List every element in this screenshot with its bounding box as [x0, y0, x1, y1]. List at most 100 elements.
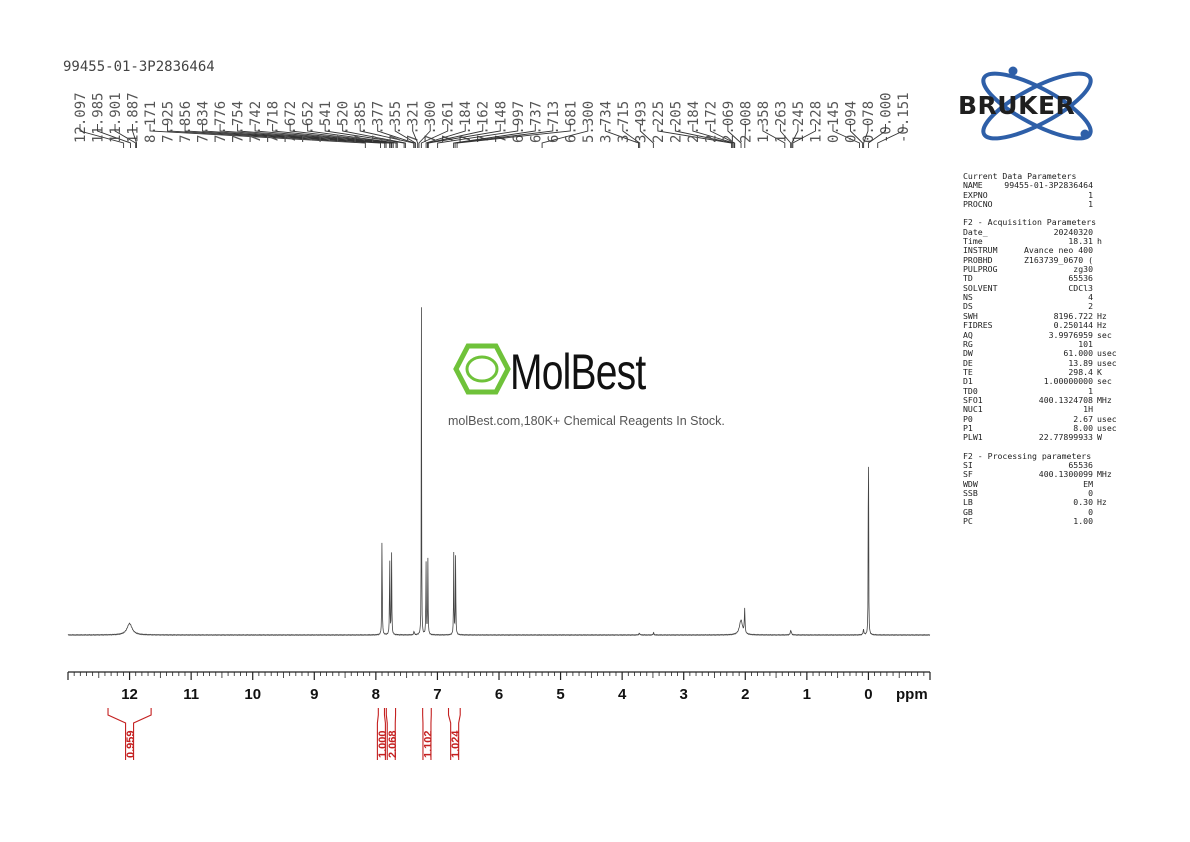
- sample-title: 99455-01-3P2836464: [63, 59, 215, 75]
- param-value: 298.4: [1068, 366, 1093, 377]
- integral-value: 2.068: [387, 730, 399, 758]
- param-value: 65536: [1068, 459, 1093, 470]
- param-row: Time 18.31 h: [963, 236, 1123, 247]
- param-key: PC: [963, 516, 973, 527]
- x-tick-label: 9: [310, 686, 318, 703]
- x-tick-label: 1: [803, 686, 811, 703]
- param-value: 1H: [1083, 404, 1093, 415]
- peak-label-leader: [727, 124, 742, 148]
- integral-bracket: [107, 708, 152, 760]
- param-key: INSTRUM: [963, 245, 998, 256]
- peak-label: 3.493: [633, 101, 649, 143]
- param-key: P0: [963, 413, 973, 424]
- peak-label-leader: [744, 124, 746, 148]
- integral-value: 1.102: [422, 730, 434, 758]
- logo-orbit-icon: [981, 71, 1093, 141]
- param-row: SI 65536: [963, 459, 1123, 470]
- param-row: RG 101: [963, 339, 1123, 349]
- param-key: P1: [963, 422, 973, 433]
- param-row: TD0 1: [963, 386, 1123, 396]
- params-header: F2 - Processing parameters: [963, 450, 1092, 461]
- peak-label: 7.834: [196, 101, 212, 143]
- x-tick-label: 2: [741, 686, 749, 703]
- param-value: 1.00: [1073, 516, 1093, 527]
- param-unit: K: [1097, 366, 1102, 377]
- peak-label: 7.184: [458, 101, 474, 143]
- x-tick-label: 11: [183, 686, 199, 703]
- peak-label-leader: [674, 124, 734, 148]
- param-key: FIDRES: [963, 320, 993, 331]
- peak-label: 11.901: [108, 92, 124, 143]
- peak-label-leader: [289, 124, 397, 148]
- peak-label-leader: [272, 124, 394, 148]
- integral-bracket: [385, 708, 397, 760]
- peak-label: 7.718: [266, 101, 282, 143]
- peak-label-leader: [167, 124, 381, 148]
- param-row: FIDRES 0.250144 Hz: [963, 320, 1123, 331]
- peak-label-leader: [850, 124, 864, 148]
- peak-label: 7.261: [441, 101, 457, 143]
- param-value: Avance neo 400: [1023, 245, 1093, 256]
- logo-dot-icon: [1008, 66, 1018, 76]
- param-value: CDCl3: [1068, 282, 1093, 293]
- peak-label-leader: [79, 124, 125, 148]
- peak-label: 2.205: [668, 101, 684, 143]
- peak-label-leader: [832, 124, 860, 148]
- x-tick-label: 5: [556, 686, 564, 703]
- x-axis-label: ppm: [896, 686, 928, 703]
- peak-label: 8.171: [143, 101, 159, 143]
- param-value: zg30: [1073, 264, 1093, 275]
- params-header: Current Data Parameters: [963, 171, 1077, 181]
- param-key: Time: [963, 236, 983, 247]
- param-row: PROBHD Z163739_0670 (: [963, 254, 1123, 265]
- peak-label: 7.856: [178, 101, 194, 143]
- peak-label: 7.776: [213, 101, 229, 143]
- peak-label: 1.245: [791, 101, 807, 143]
- molbest-hexagon-icon: [453, 343, 511, 395]
- param-key: WDW: [963, 478, 978, 489]
- param-key: PROBHD: [963, 254, 993, 265]
- param-key: SI: [963, 459, 973, 470]
- param-key: NS: [963, 292, 973, 303]
- param-value: 0: [1088, 506, 1093, 517]
- param-key: DS: [963, 301, 973, 312]
- param-row: PC 1.00: [963, 516, 1123, 527]
- param-value: 0.30: [1073, 497, 1093, 508]
- peak-label: 7.925: [161, 101, 177, 143]
- peak-label: 2.008: [738, 101, 754, 143]
- param-key: EXPNO: [963, 189, 988, 200]
- peak-label-leader: [762, 124, 786, 148]
- param-value: 20240320: [1053, 226, 1093, 237]
- params-group-acquisition: Date_ 20240320 Time 18.31 h INSTRUM Avance neo…: [963, 226, 1123, 443]
- peak-label: 7.300: [423, 101, 439, 143]
- integral-bracket: [376, 708, 386, 760]
- peak-label: 5.300: [581, 101, 597, 143]
- peak-label-leader: [184, 124, 386, 148]
- logo-dot-icon: [1080, 129, 1090, 139]
- watermark-name: MolBest: [510, 344, 646, 400]
- param-unit: usec: [1097, 413, 1117, 424]
- peak-label-leader: [454, 124, 554, 148]
- peak-label-leader: [359, 124, 415, 148]
- peak-label-leader: [639, 124, 654, 148]
- param-key: NUC1: [963, 404, 983, 415]
- param-key: SF: [963, 469, 973, 480]
- x-tick-label: 4: [618, 686, 627, 703]
- param-key: GB: [963, 506, 973, 517]
- peak-label-leader: [237, 124, 392, 148]
- param-unit: Hz: [1097, 320, 1107, 331]
- x-tick-label: 8: [372, 686, 380, 703]
- peak-label-leader: [307, 124, 398, 148]
- peak-label: 2.069: [721, 101, 737, 143]
- params-group-current: NAME 99455-01-3P2836464 EXPNO 1 PROCNO 1: [963, 180, 1123, 210]
- integral-value: 1.000: [377, 730, 389, 758]
- peak-label: 7.742: [248, 101, 264, 143]
- peak-label: 6.713: [546, 101, 562, 143]
- param-row: LB 0.30 Hz: [963, 497, 1123, 508]
- param-row: SSB 0: [963, 488, 1123, 498]
- param-value: Z163739_0670 (: [1023, 254, 1093, 265]
- param-value: 400.1300099: [1038, 469, 1093, 480]
- param-value: 1: [1088, 199, 1093, 210]
- peak-label: 7.520: [336, 101, 352, 143]
